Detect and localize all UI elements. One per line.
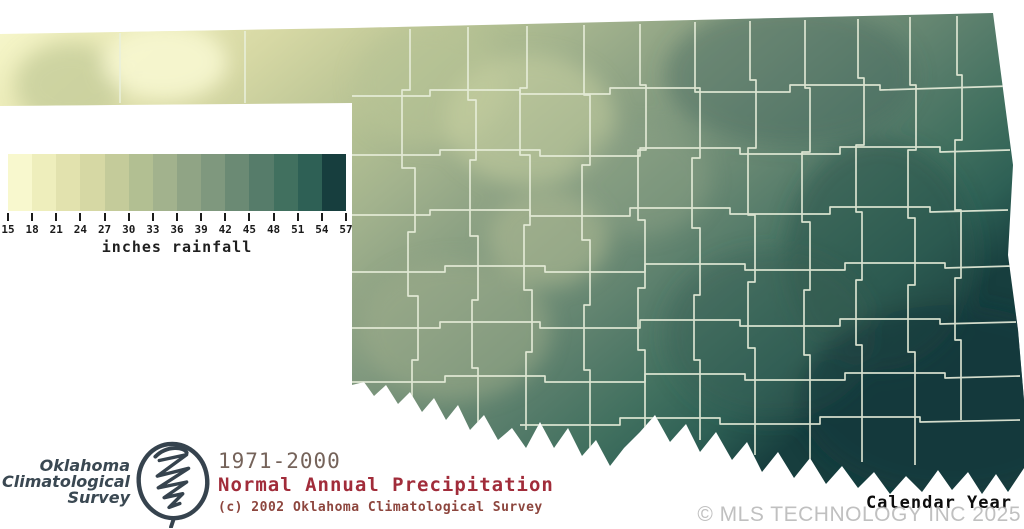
legend-tick <box>224 213 227 221</box>
legend-tick-label: 57 <box>339 223 353 236</box>
legend-tick-label: 33 <box>146 223 160 236</box>
legend-swatch <box>176 154 202 211</box>
legend-tick <box>200 213 203 221</box>
scribble-circle-icon <box>136 441 210 528</box>
legend-color-bar <box>8 154 346 211</box>
legend-tick-label: 42 <box>218 223 232 236</box>
legend-swatch <box>297 154 322 211</box>
watermark-label: © MLS TECHNOLOGY INC 2025 <box>697 503 1021 526</box>
county-borders <box>119 16 1021 465</box>
legend-swatch <box>249 154 274 211</box>
legend-tick <box>248 213 251 221</box>
legend-tick <box>345 213 347 221</box>
legend-swatch <box>80 154 105 211</box>
legend-ticks: 15 18 21 24 27 30 33 36 39 42 45 48 51 54 57 <box>1 211 353 251</box>
org-name-line3: Survey <box>67 488 130 507</box>
legend-tick-label: 51 <box>291 223 305 236</box>
precipitation-legend: 15 18 21 24 27 30 33 36 39 42 45 48 51 54 57 inches ra… <box>1 154 353 256</box>
legend-swatch <box>128 154 153 211</box>
legend-tick-label: 15 <box>1 223 15 236</box>
legend-tick-label: 24 <box>73 223 88 236</box>
legend-tick-label: 48 <box>266 223 281 236</box>
legend-tick <box>31 213 34 221</box>
legend-tick <box>272 213 275 221</box>
legend-tick <box>320 213 323 221</box>
copyright-label: (c) 2002 Oklahoma Climatological Survey <box>218 500 543 515</box>
legend-tick <box>55 213 58 221</box>
legend-tick <box>7 213 9 221</box>
legend-swatch <box>201 154 226 211</box>
legend-tick-label: 54 <box>315 223 329 236</box>
legend-tick-label: 36 <box>170 223 184 236</box>
org-name-line1: Oklahoma <box>39 456 130 475</box>
legend-swatch <box>152 154 177 211</box>
legend-tick <box>79 213 82 221</box>
legend-tick-label: 39 <box>194 223 208 236</box>
legend-swatch <box>8 154 33 211</box>
legend-swatch <box>56 154 81 211</box>
legend-tick <box>296 213 299 221</box>
legend-tick-label: 18 <box>25 223 39 236</box>
legend-tick-label: 21 <box>49 223 63 236</box>
legend-unit-label: inches rainfall <box>101 238 253 256</box>
org-name: Oklahoma Climatological Survey <box>0 458 130 506</box>
legend-swatch <box>104 154 129 211</box>
legend-tick <box>127 213 130 221</box>
legend-swatch <box>225 154 250 211</box>
legend-swatch <box>32 154 57 211</box>
legend-tick <box>151 213 154 221</box>
legend-tick <box>176 213 178 221</box>
legend-tick-label: 30 <box>122 223 136 236</box>
legend-swatch <box>273 154 298 211</box>
period-label: 1971-2000 <box>218 449 341 473</box>
legend-tick <box>103 213 106 221</box>
legend-swatch <box>321 154 346 211</box>
map-title: Normal Annual Precipitation <box>218 474 554 496</box>
org-name-line2: Climatological <box>2 472 130 491</box>
calendar-year-label: Calendar Year <box>865 493 1012 513</box>
legend-tick-label: 27 <box>97 223 112 236</box>
title-block: 1971-2000 Normal Annual Precipitation (c… <box>218 449 554 515</box>
legend-tick-label: 45 <box>242 223 257 236</box>
